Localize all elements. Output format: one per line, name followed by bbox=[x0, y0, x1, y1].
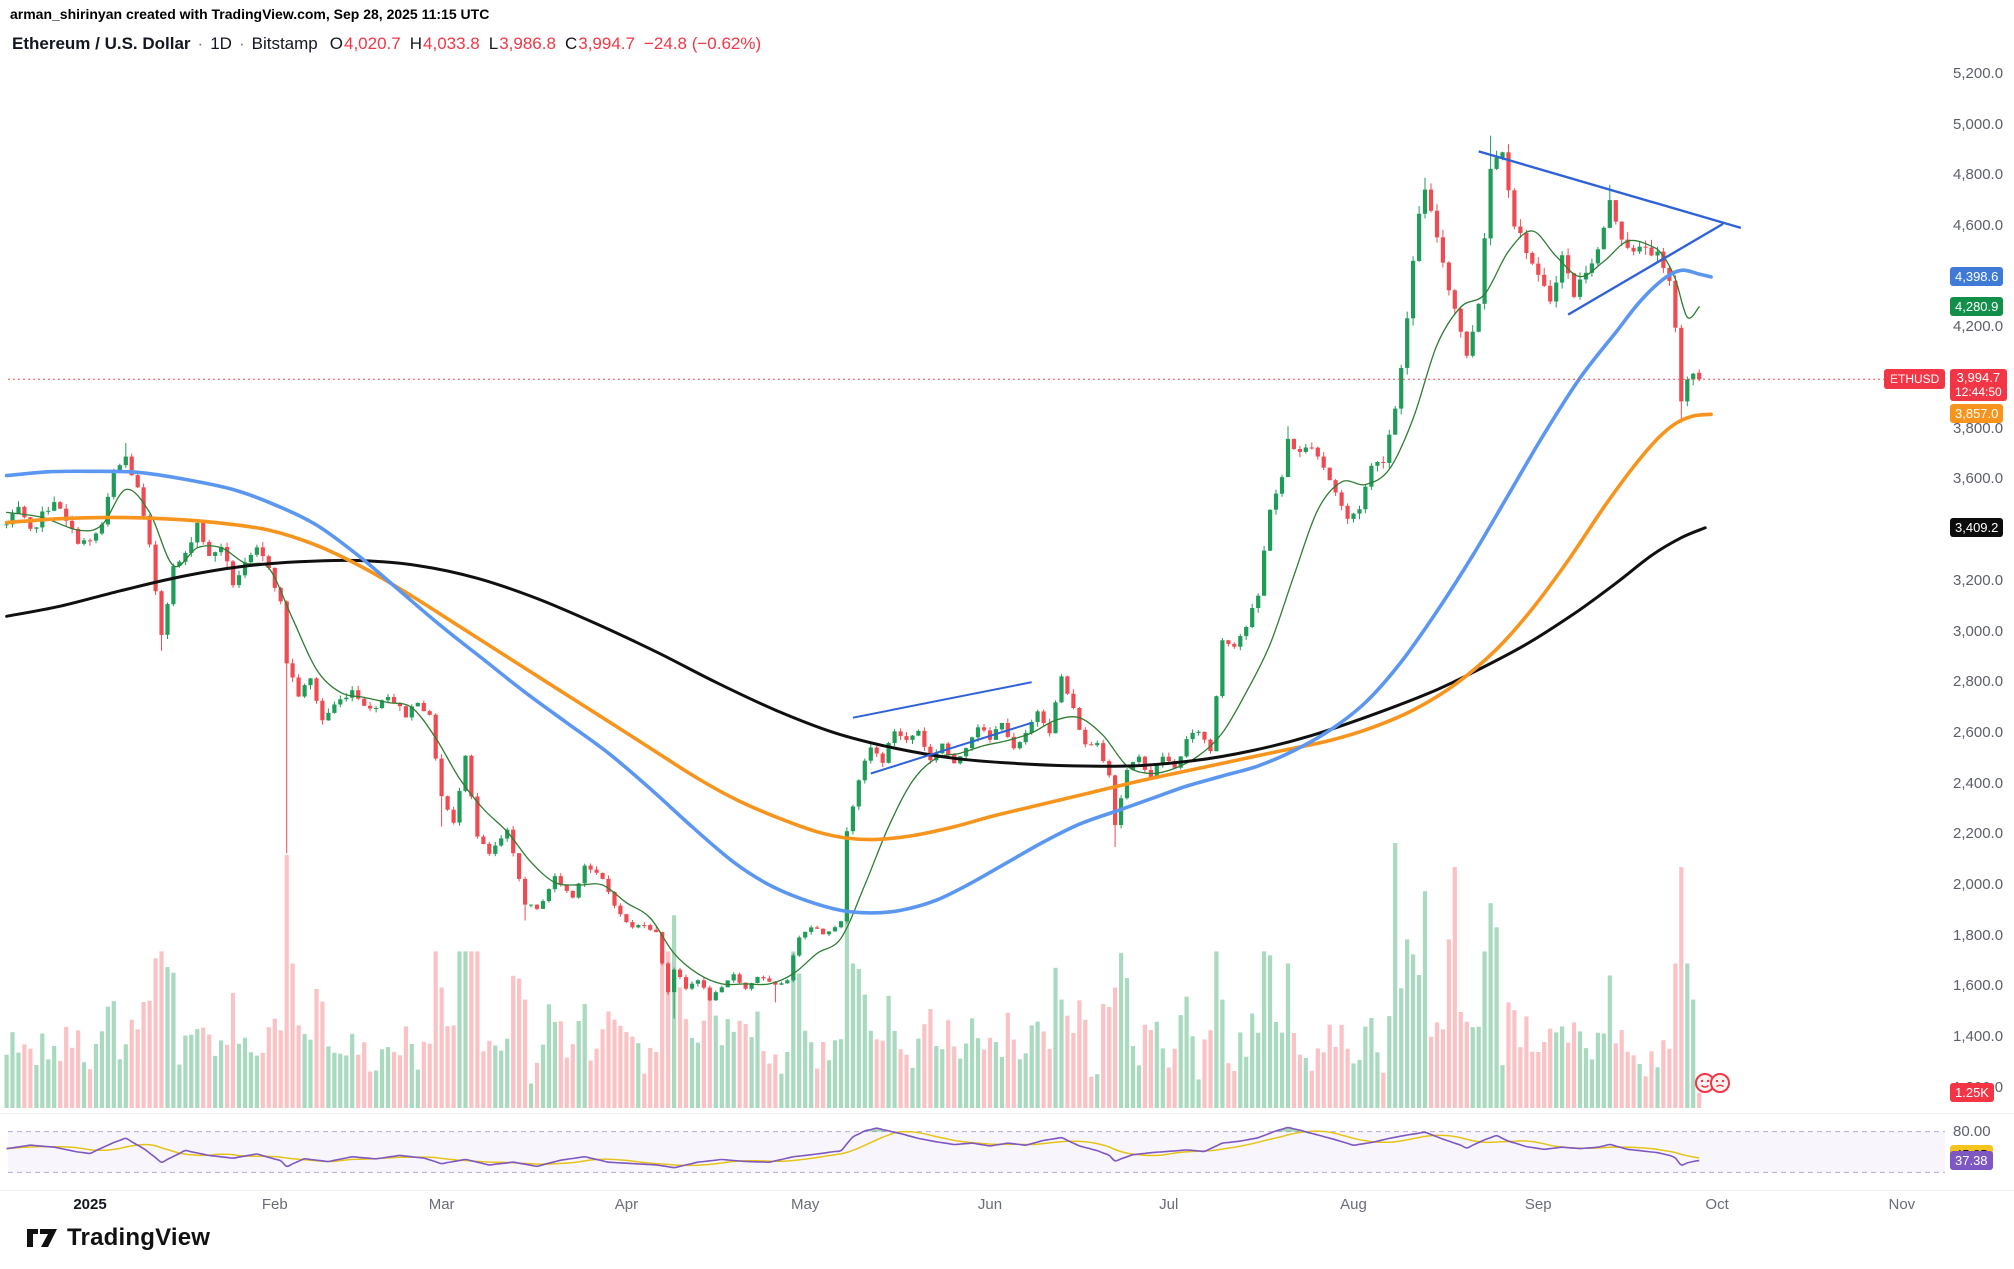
ma100-value-badge: 3,857.0 bbox=[1950, 404, 2004, 424]
rsi-ma-line bbox=[6, 1130, 1700, 1167]
current-price-badge: 3,994.7 12:44:50 bbox=[1950, 369, 2007, 402]
price-tick-label: 2,800.0 bbox=[1953, 673, 2004, 691]
ma200-value-badge: 3,409.2 bbox=[1950, 517, 2004, 537]
emoji-stickers[interactable] bbox=[1694, 1072, 1731, 1094]
rsi-band bbox=[8, 1131, 1945, 1173]
price-tick-label: 2,600.0 bbox=[1953, 723, 2004, 741]
ma20-value-badge: 4,280.9 bbox=[1950, 296, 2004, 316]
change-value: −24.8 (−0.62%) bbox=[643, 34, 762, 53]
triangle-upper-trendline[interactable] bbox=[1478, 150, 1742, 230]
price-tick-label: 2,000.0 bbox=[1953, 876, 2004, 893]
flag-channel-lower[interactable] bbox=[870, 721, 1033, 775]
price-tick-label: 1,800.0 bbox=[1953, 926, 2004, 944]
tradingview-logo-text: TradingView bbox=[67, 1224, 211, 1251]
low-value: L3,986.8 bbox=[488, 34, 556, 53]
rsi-overbought-fill bbox=[864, 1128, 889, 1132]
price-tick-label: 5,000.0 bbox=[1953, 115, 2004, 133]
price-tick-label: 4,600.0 bbox=[1953, 216, 2004, 234]
candles bbox=[4, 135, 1702, 1019]
ema9-line bbox=[5, 230, 1700, 986]
close-value: C3,994.7 bbox=[564, 34, 635, 53]
sma100-line bbox=[4, 412, 1713, 842]
sma50-line bbox=[4, 268, 1713, 915]
price-tick-label: 3,000.0 bbox=[1953, 622, 2004, 640]
price-axis[interactable]: 5,200.0 5,000.0 4,800.0 4,600.0 4,200.0 3,800… bbox=[1949, 0, 2014, 1269]
symbol-price-tag: ETHUSD bbox=[1884, 369, 1946, 390]
attribution: arman_shirinyan created with TradingView… bbox=[10, 6, 490, 22]
current-price-value: 3,994.7 bbox=[1956, 370, 2001, 386]
price-tick-label: 2,200.0 bbox=[1953, 825, 2004, 843]
rsi-overbought-fill bbox=[1276, 1127, 1300, 1132]
tradingview-logo[interactable]: TradingView bbox=[26, 1224, 210, 1252]
bar-countdown: 12:44:50 bbox=[1955, 385, 2002, 400]
exchange-label: Bitstamp bbox=[251, 34, 318, 53]
open-value: O4,020.7 bbox=[329, 34, 401, 53]
tradingview-mark-icon bbox=[27, 1229, 57, 1247]
price-tick-label: 3,800.0 bbox=[1953, 419, 2004, 437]
separator-dot: · bbox=[197, 34, 204, 53]
price-tick-label: 1,400.0 bbox=[1953, 1028, 2004, 1046]
volume-bars bbox=[4, 843, 1702, 1108]
price-tick-label: 80.00 bbox=[1953, 1122, 1991, 1140]
emoji-sticker-icon[interactable] bbox=[1709, 1072, 1731, 1094]
price-tick-label: 1,600.0 bbox=[1953, 977, 2004, 995]
price-tick-label: 2,400.0 bbox=[1953, 774, 2004, 792]
rsi-value-badge: 37.38 bbox=[1950, 1150, 1993, 1170]
high-value: H4,033.8 bbox=[409, 34, 480, 53]
price-tick-label: 5,200.0 bbox=[1953, 64, 2004, 82]
symbol-info-bar: Ethereum / U.S. Dollar · 1D · Bitstamp O… bbox=[12, 34, 761, 54]
price-tick-label: 4,800.0 bbox=[1953, 166, 2004, 184]
price-tick-label: 4,200.0 bbox=[1953, 318, 2004, 336]
flag-channel-upper[interactable] bbox=[852, 681, 1032, 719]
ma50-value-badge: 4,398.6 bbox=[1950, 266, 2004, 286]
volume-value-badge: 1.25K bbox=[1950, 1082, 1994, 1102]
separator-dot: · bbox=[238, 34, 245, 53]
triangle-lower-trendline[interactable] bbox=[1567, 222, 1724, 316]
emoji-sticker-icon[interactable] bbox=[1694, 1072, 1716, 1094]
ohlc-values: O4,020.7 H4,033.8 L3,986.8 C3,994.7 −24.… bbox=[330, 34, 761, 54]
price-tick-label: 3,200.0 bbox=[1953, 571, 2004, 589]
rsi-line bbox=[6, 1126, 1700, 1169]
sma200-line bbox=[5, 526, 1707, 768]
interval-label[interactable]: 1D bbox=[210, 34, 232, 53]
symbol-title[interactable]: Ethereum / U.S. Dollar bbox=[12, 34, 191, 53]
price-tick-label: 3,600.0 bbox=[1953, 470, 2004, 488]
